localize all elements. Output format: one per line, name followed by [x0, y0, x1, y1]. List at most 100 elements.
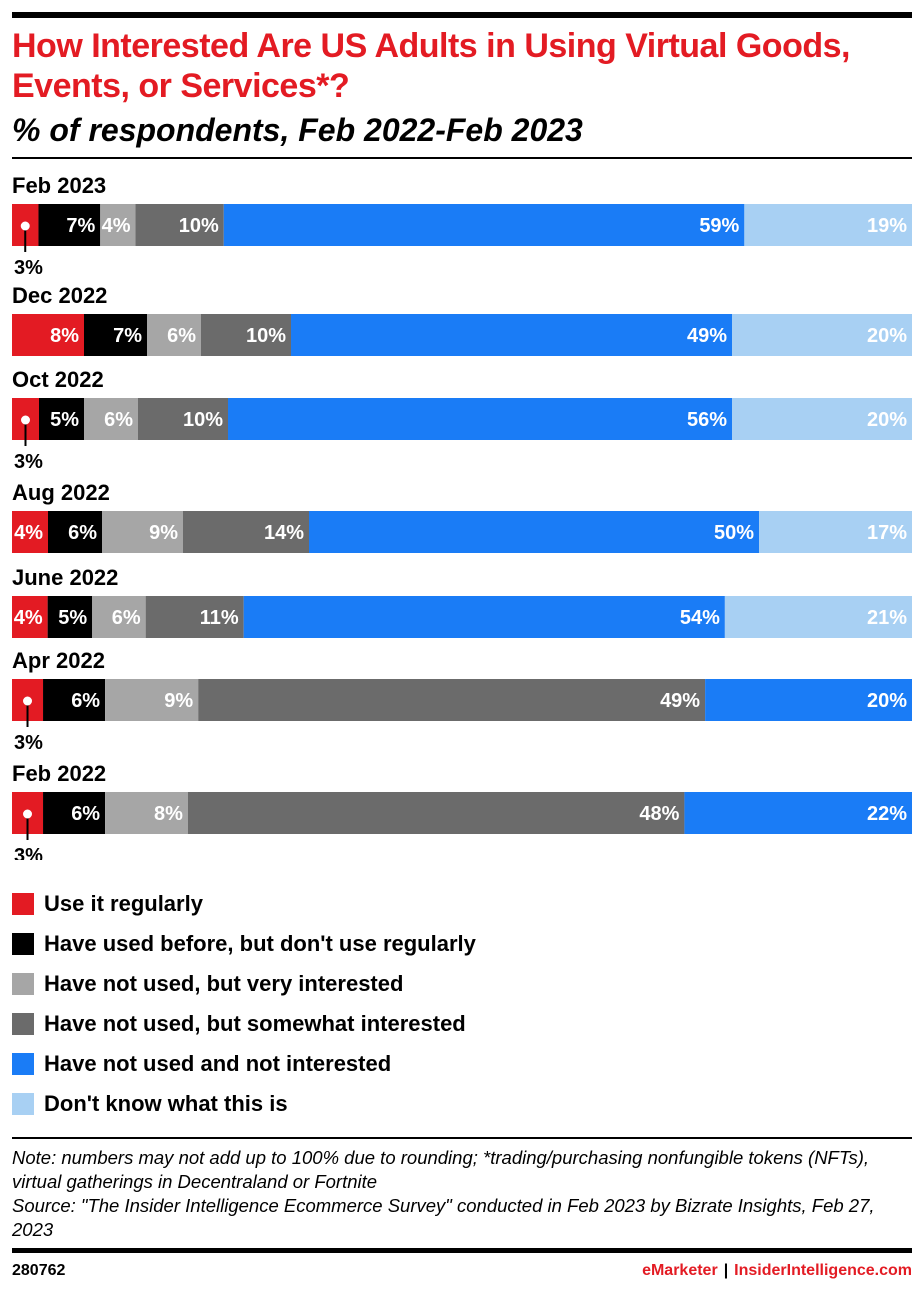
legend-item: Have used before, but don't use regularl…: [12, 924, 476, 964]
legend-label: Use it regularly: [44, 891, 203, 916]
data-label: 10%: [183, 409, 223, 431]
footnotes: Note: numbers may not add up to 100% due…: [12, 1146, 912, 1242]
legend-swatch: [12, 1053, 34, 1075]
stacked-bar-chart: Feb 2023 3% 7% 4% 10% 59% 19% Dec 2022 8% 7% 6% 10%…: [12, 173, 912, 860]
bar-segment: [291, 314, 732, 356]
legend-label: Don't know what this is: [44, 1091, 288, 1116]
bar-segment: [84, 314, 147, 356]
category-label: Oct 2022: [12, 367, 104, 392]
legend-item: Have not used, but somewhat interested: [12, 1004, 476, 1044]
category-label: Feb 2023: [12, 173, 106, 198]
data-label: 4%: [14, 522, 43, 544]
bar-segment: [105, 792, 188, 834]
bar-segment: [183, 511, 309, 553]
data-label: 3%: [14, 451, 43, 473]
data-label: 50%: [714, 522, 754, 544]
legend-swatch: [12, 893, 34, 915]
data-label: 19%: [867, 215, 907, 237]
data-label: 22%: [867, 803, 907, 825]
data-label: 14%: [264, 522, 304, 544]
data-label: 3%: [14, 732, 43, 754]
data-label: 7%: [113, 325, 142, 347]
bar-segment: [38, 204, 101, 246]
data-label: 56%: [687, 409, 727, 431]
bar-segment: [39, 398, 84, 440]
callout-dot: [21, 415, 30, 425]
chart-id: 280762: [12, 1262, 66, 1279]
bottom-rule: [12, 1248, 912, 1253]
legend-item: Use it regularly: [12, 884, 476, 924]
data-label: 6%: [167, 325, 196, 347]
legend-label: Have not used, but very interested: [44, 971, 404, 996]
data-label: 54%: [680, 607, 720, 629]
bar-segment: [243, 596, 725, 638]
category-label: Apr 2022: [12, 648, 105, 673]
note-text: Note: numbers may not add up to 100% due…: [12, 1147, 870, 1192]
data-label: 21%: [867, 607, 907, 629]
legend-swatch: [12, 1093, 34, 1115]
data-label: 3%: [14, 845, 43, 860]
legend-swatch: [12, 1013, 34, 1035]
data-label: 6%: [71, 690, 100, 712]
data-label: 20%: [867, 409, 907, 431]
bar-segment: [100, 204, 136, 246]
data-label: 6%: [112, 607, 141, 629]
callout-dot: [23, 696, 33, 706]
bar-segment: [732, 314, 912, 356]
data-label: 5%: [58, 607, 87, 629]
bar-segment: [732, 398, 912, 440]
data-label: 6%: [71, 803, 100, 825]
data-label: 17%: [867, 522, 907, 544]
data-label: 10%: [179, 215, 219, 237]
bar-segment: [744, 204, 912, 246]
data-label: 11%: [200, 607, 239, 629]
data-label: 8%: [50, 325, 79, 347]
legend-label: Have used before, but don't use regularl…: [44, 931, 476, 956]
data-label: 49%: [660, 690, 700, 712]
data-label: 20%: [867, 690, 907, 712]
data-label: 6%: [68, 522, 97, 544]
bar-segment: [198, 679, 706, 721]
bar-segment: [43, 679, 106, 721]
bar-segment: [705, 679, 912, 721]
data-label: 20%: [867, 325, 907, 347]
bar-segment: [84, 398, 138, 440]
brand-insider-intelligence: InsiderIntelligence.com: [734, 1262, 912, 1279]
data-label: 48%: [639, 803, 679, 825]
chart-title: How Interested Are US Adults in Using Vi…: [12, 27, 850, 105]
brand-separator: |: [723, 1262, 729, 1279]
bar-segment: [228, 398, 732, 440]
bar-segment: [12, 314, 84, 356]
data-label: 9%: [164, 690, 193, 712]
data-label: 4%: [102, 215, 131, 237]
data-label: 10%: [246, 325, 286, 347]
category-label: Dec 2022: [12, 283, 107, 308]
bar-segment: [43, 792, 106, 834]
legend-label: Have not used, but somewhat interested: [44, 1011, 466, 1036]
legend-swatch: [12, 933, 34, 955]
legend: Use it regularly Have used before, but d…: [12, 884, 476, 1124]
bar-segment: [105, 679, 199, 721]
legend-label: Have not used and not interested: [44, 1051, 392, 1076]
bar-segment: [102, 511, 183, 553]
top-rule: [12, 12, 912, 18]
data-label: 5%: [50, 409, 79, 431]
legend-swatch: [12, 973, 34, 995]
callout-dot: [20, 221, 30, 231]
data-label: 8%: [154, 803, 183, 825]
data-label: 7%: [66, 215, 95, 237]
bar-segment: [684, 792, 912, 834]
bar-segment: [223, 204, 745, 246]
data-label: 49%: [687, 325, 727, 347]
bar-segment: [759, 511, 912, 553]
bar-segment: [12, 596, 48, 638]
brand-emarketer: eMarketer: [642, 1262, 718, 1279]
chart-subtitle: % of respondents, Feb 2022-Feb 2023: [12, 112, 583, 148]
data-label: 4%: [14, 607, 43, 629]
bar-segment: [12, 511, 48, 553]
bar-segment: [147, 314, 201, 356]
bar-segment: [135, 204, 224, 246]
bar-segment: [309, 511, 759, 553]
bar-segment: [187, 792, 685, 834]
legend-item: Don't know what this is: [12, 1084, 476, 1124]
